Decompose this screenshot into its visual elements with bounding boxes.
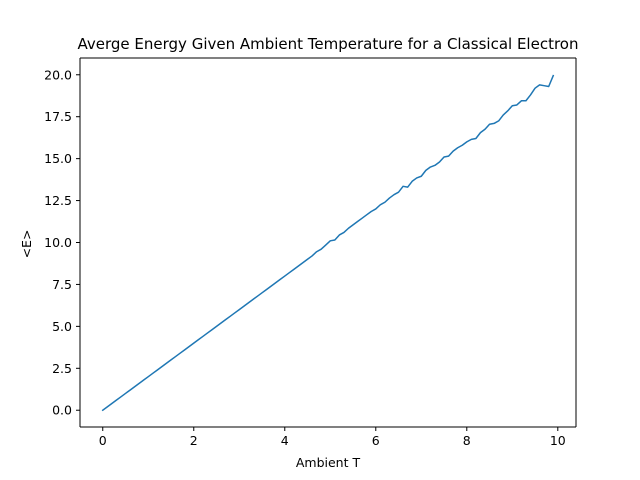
y-tick-label: 10.0 — [44, 235, 72, 250]
x-tick-label: 6 — [372, 433, 380, 448]
y-tick-label: 12.5 — [44, 193, 72, 208]
chart-title: Averge Energy Given Ambient Temperature … — [78, 35, 579, 53]
plot-area: 0 2 4 6 8 10 0.0 2.5 5.0 7.5 10.0 12.5 15.0 17.5 20.0 — [44, 57, 577, 448]
y-tick-label: 15.0 — [44, 151, 72, 166]
x-tick-label: 4 — [281, 433, 289, 448]
y-tick-label: 5.0 — [52, 319, 72, 334]
y-tick-label: 0.0 — [52, 403, 72, 418]
y-tick-label: 20.0 — [44, 67, 72, 82]
y-axis-label: <E> — [19, 230, 34, 259]
y-tick-label: 2.5 — [52, 361, 72, 376]
x-axis-label: Ambient T — [296, 455, 361, 470]
x-tick-label: 0 — [99, 433, 107, 448]
x-tick-label: 2 — [190, 433, 198, 448]
x-tick-label: 8 — [463, 433, 471, 448]
y-tick-label: 7.5 — [52, 277, 72, 292]
x-tick-label: 10 — [550, 433, 566, 448]
series-line — [101, 74, 555, 412]
y-tick-label: 17.5 — [44, 109, 72, 124]
